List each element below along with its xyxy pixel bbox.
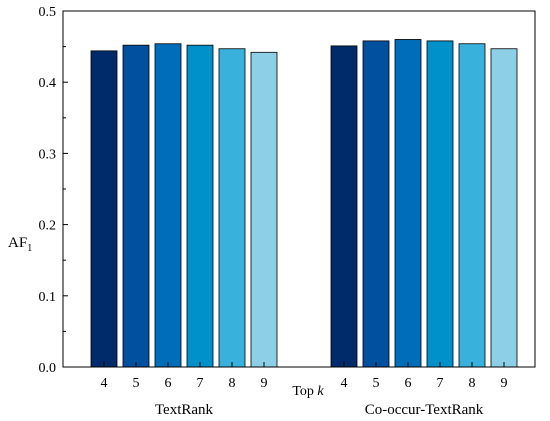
y-tick-label: 0.5 bbox=[39, 5, 57, 20]
x-axis-center-label-italic: k bbox=[317, 384, 324, 399]
y-tick-label: 0.1 bbox=[39, 290, 57, 305]
y-axis-label: AF1 bbox=[8, 235, 32, 254]
bar-co-occur-textrank-6 bbox=[394, 39, 422, 368]
y-tick-label: 0.2 bbox=[39, 219, 57, 234]
x-tick-label: 7 bbox=[197, 376, 204, 391]
y-axis-label-main: AF bbox=[8, 235, 27, 251]
bar-textrank-7 bbox=[186, 44, 214, 368]
bar-co-occur-textrank-7 bbox=[426, 40, 454, 368]
y-tick-label: 0.3 bbox=[39, 147, 57, 162]
x-tick-label: 6 bbox=[405, 376, 412, 391]
x-tick-label: 5 bbox=[373, 376, 380, 391]
group-label: Co-occur-TextRank bbox=[365, 402, 484, 418]
y-axis: 0.0 0.1 0.2 0.3 0.4 0.5 bbox=[39, 5, 68, 376]
x-tick-label: 4 bbox=[341, 376, 348, 391]
bars-layer bbox=[90, 39, 518, 368]
bar-co-occur-textrank-8 bbox=[458, 43, 486, 368]
bar-textrank-8 bbox=[218, 48, 246, 368]
bar-textrank-5 bbox=[122, 44, 150, 368]
bar-textrank-4 bbox=[90, 50, 118, 368]
x-tick-label: 8 bbox=[229, 376, 236, 391]
bar-textrank-9 bbox=[250, 51, 278, 368]
x-axis-center-label-prefix: Top bbox=[292, 384, 317, 399]
bar-co-occur-textrank-4 bbox=[330, 45, 358, 368]
bar-co-occur-textrank-9 bbox=[490, 48, 518, 368]
x-tick-label: 9 bbox=[501, 376, 508, 391]
x-tick-label: 8 bbox=[469, 376, 476, 391]
x-tick-label: 4 bbox=[101, 376, 108, 391]
x-tick-label: 9 bbox=[261, 376, 268, 391]
y-tick-label: 0.4 bbox=[39, 76, 57, 91]
y-tick-label: 0.0 bbox=[39, 361, 57, 376]
x-axis: 4 5 6 7 8 9 TextRank 4 5 6 7 8 9 Co-occur-TextRank bbox=[101, 362, 508, 418]
x-tick-label: 7 bbox=[437, 376, 444, 391]
group-label: TextRank bbox=[155, 402, 214, 418]
x-tick-label: 6 bbox=[165, 376, 172, 391]
x-tick-label: 5 bbox=[133, 376, 140, 391]
bar-co-occur-textrank-5 bbox=[362, 40, 390, 368]
bar-textrank-6 bbox=[154, 43, 182, 368]
x-axis-center-label: Top k bbox=[292, 384, 324, 399]
y-axis-label-subscript: 1 bbox=[27, 243, 32, 254]
